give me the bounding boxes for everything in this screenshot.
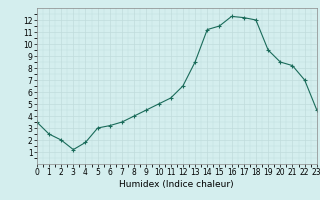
X-axis label: Humidex (Indice chaleur): Humidex (Indice chaleur)	[119, 180, 234, 189]
